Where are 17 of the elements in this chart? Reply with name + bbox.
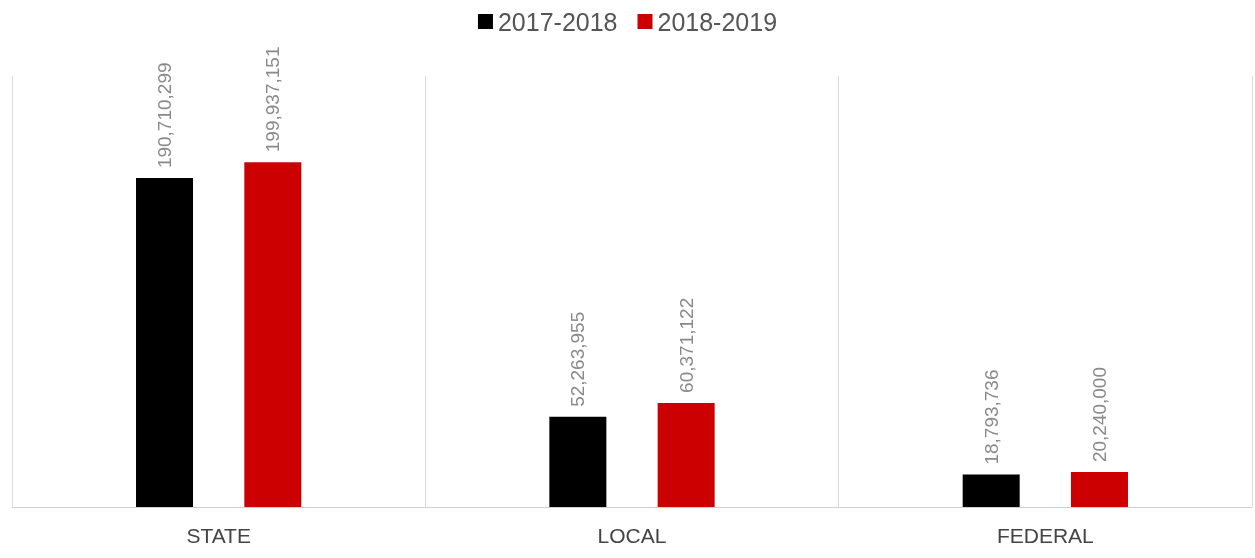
data-label: 60,371,122 <box>675 297 697 393</box>
bar <box>244 162 302 507</box>
legend-label: 2018-2019 <box>657 7 778 36</box>
legend-label: 2017-2018 <box>497 7 618 36</box>
bar <box>962 474 1020 507</box>
data-label: 18,793,736 <box>980 369 1002 465</box>
data-label: 199,937,151 <box>262 46 284 153</box>
x-tick-label: FEDERAL <box>996 524 1094 547</box>
data-label: 52,263,955 <box>567 311 589 407</box>
bar <box>549 416 607 507</box>
bar <box>136 178 194 507</box>
bar <box>1070 472 1128 507</box>
x-tick-label: STATE <box>186 524 251 547</box>
bar <box>657 402 715 507</box>
x-tick-label: LOCAL <box>597 524 667 547</box>
data-label: 190,710,299 <box>154 62 176 169</box>
data-label: 20,240,000 <box>1088 367 1110 463</box>
